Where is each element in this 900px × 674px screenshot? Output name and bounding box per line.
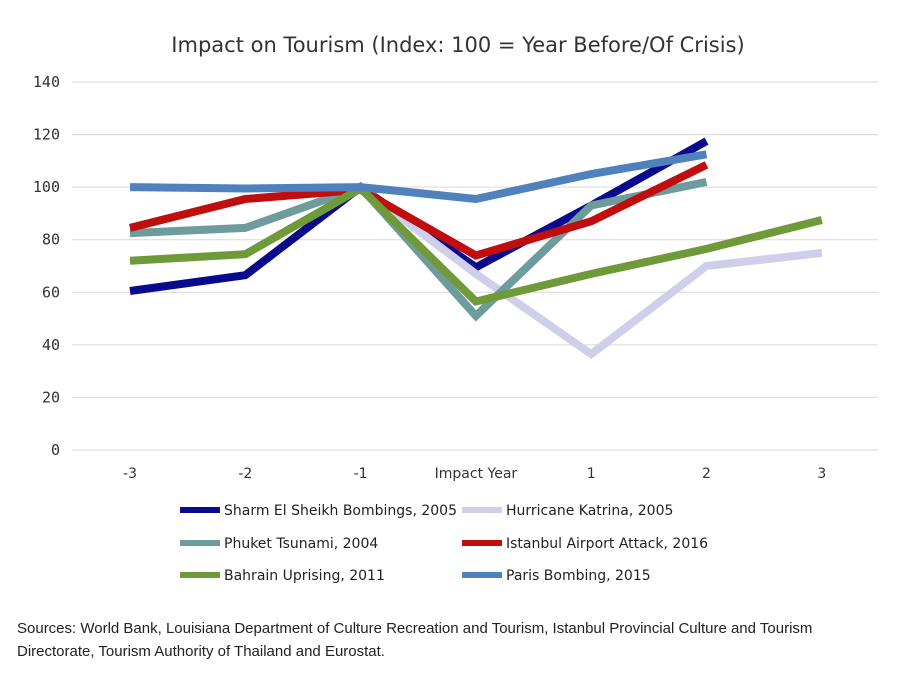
y-tick-label: 100: [33, 178, 60, 196]
series-lines: [129, 137, 823, 360]
x-tick-label: 3: [817, 466, 826, 482]
legend: Sharm El Sheikh Bombings, 2005 Hurricane …: [180, 503, 708, 584]
series-line-3: [129, 161, 709, 260]
chart-title: Impact on Tourism (Index: 100 = Year Bef…: [171, 33, 744, 57]
y-tick-label: 20: [42, 388, 60, 406]
legend-label: Phuket Tsunami, 2004: [224, 536, 378, 552]
x-tick-label: Impact Year: [435, 466, 518, 482]
x-tick-label: 2: [702, 466, 711, 482]
x-axis-ticks: -3 -2 -1 Impact Year 1 2 3: [123, 466, 826, 482]
legend-label: Sharm El Sheikh Bombings, 2005: [224, 503, 457, 519]
y-tick-label: 140: [33, 73, 60, 91]
y-tick-label: 60: [42, 283, 60, 301]
series-line-2: [129, 177, 708, 322]
legend-label: Bahrain Uprising, 2011: [224, 568, 385, 584]
series-line-4: [129, 183, 823, 306]
series-line-5: [129, 150, 708, 204]
legend-label: Istanbul Airport Attack, 2016: [506, 536, 708, 552]
y-tick-label: 40: [42, 336, 60, 354]
x-tick-label: -2: [238, 466, 252, 482]
y-axis-ticks: 0 20 40 60 80 100 120 140: [33, 73, 60, 459]
x-tick-label: 1: [587, 466, 596, 482]
y-tick-label: 80: [42, 231, 60, 249]
y-tick-label: 120: [33, 126, 60, 144]
x-tick-label: -3: [123, 466, 137, 482]
legend-label: Hurricane Katrina, 2005: [506, 503, 673, 519]
y-tick-label: 0: [51, 441, 60, 459]
x-tick-label: -1: [354, 466, 368, 482]
legend-label: Paris Bombing, 2015: [506, 568, 651, 584]
sources-note: Sources: World Bank, Louisiana Departmen…: [17, 620, 813, 660]
series-line-1: [358, 183, 823, 360]
